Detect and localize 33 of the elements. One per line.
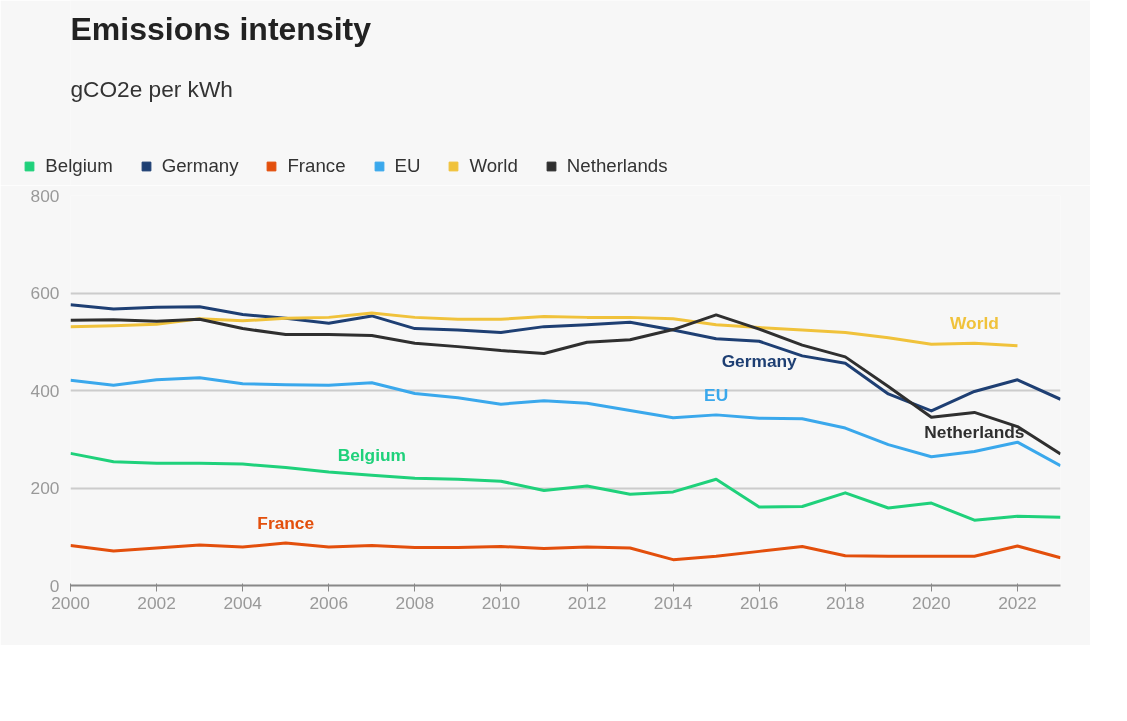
x-tick-label: 2002 [137, 592, 176, 613]
annotation: Belgium [337, 445, 406, 466]
line-series [70, 311, 1019, 348]
chart-subtitle: gCO2e per kWh [70, 75, 233, 102]
x-tick-label: 2016 [739, 592, 779, 613]
chart-title: Emissions intensity [70, 10, 372, 47]
line-series [70, 541, 1061, 562]
line-series [70, 303, 1061, 413]
annotation: Netherlands [924, 422, 1025, 443]
annotation: France [257, 513, 315, 534]
legend-label: World [469, 155, 518, 177]
y-tick-label: 600 [30, 283, 60, 303]
legend-label: France [287, 155, 346, 177]
x-tick-label: 2004 [223, 592, 263, 613]
legend-label: EU [394, 155, 421, 177]
x-tick-label: 2022 [998, 592, 1037, 613]
x-tick-label: 2006 [309, 592, 349, 613]
x-tick-label: 2008 [395, 592, 435, 613]
x-tick-label: 2014 [653, 592, 693, 613]
x-tick-label: 2010 [481, 592, 521, 613]
legend-label: Netherlands [566, 155, 668, 177]
annotation: Germany [721, 351, 798, 372]
annotation: EU [704, 384, 729, 405]
y-tick-label: 400 [30, 380, 60, 401]
line-series [70, 376, 1061, 468]
x-tick-label: 2018 [826, 592, 865, 613]
legend-label: Germany [161, 155, 239, 177]
legend-label: Belgium [45, 155, 113, 177]
y-tick-label: 800 [30, 185, 60, 206]
annotation: World [950, 313, 999, 334]
y-tick-label: 200 [30, 478, 60, 498]
x-tick-label: 2020 [912, 592, 951, 613]
x-tick-label: 2012 [567, 592, 607, 613]
